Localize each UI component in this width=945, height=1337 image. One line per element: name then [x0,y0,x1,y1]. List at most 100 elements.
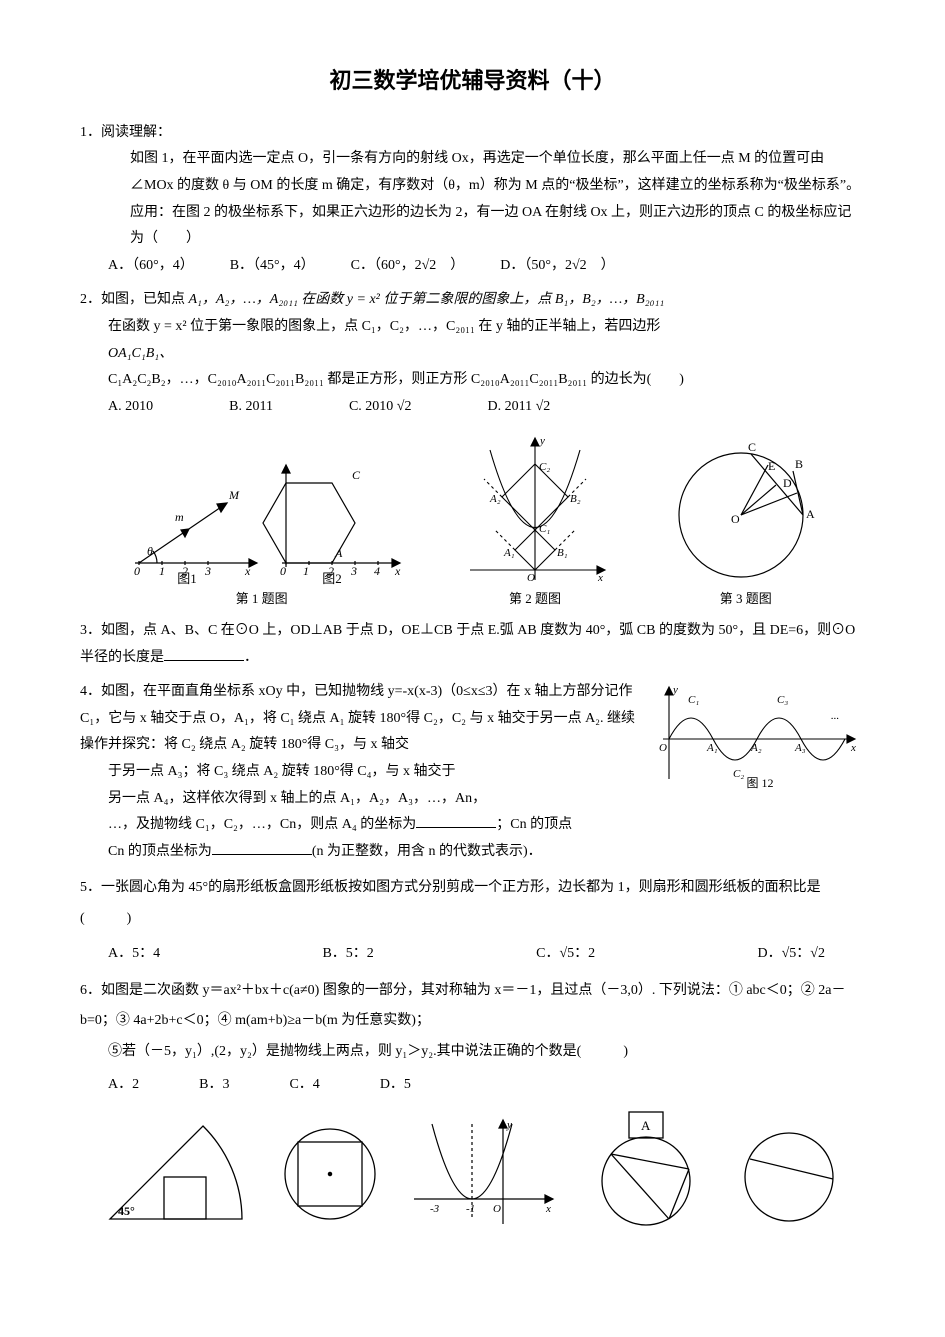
svg-text:B₁: B₁ [557,547,568,559]
q4-l2: 于另一点 A₃；将 C₃ 绕点 A₂ 旋转 180°得 C₄，与 x 轴交于 [80,759,647,786]
q6-opt-b: B．3 [199,1072,229,1099]
q4-blank1 [416,814,496,828]
svg-text:O: O [731,512,740,526]
q1-num: 1．阅读理解： [80,120,865,147]
svg-text:3: 3 [350,564,357,578]
q5-options: A．5：4 B．5：2 C．√5：2 D．√5：√2 [80,941,865,968]
fig2-caption: 第 2 题图 [460,587,610,612]
figure-4: y O x C₁ C₂ C₃ ... A₁ A₂ A₃ 图 12 [655,679,865,800]
svg-text:C₁: C₁ [688,694,699,706]
fig3-caption: 第 3 题图 [663,587,828,612]
fig1-svg: M m θ 0 1 2 3 x C A 0 1 2 3 4 x 图1 图2 [117,455,407,585]
figure-sector: 45° [102,1119,252,1229]
fig4-svg: y O x C₁ C₂ C₃ ... A₁ A₂ A₃ 图 12 [655,679,865,789]
q6-l1: 6．如图是二次函数 y＝ax²＋bx＋c(a≠0) 图象的一部分，其对称轴为 x… [80,976,865,1038]
svg-text:O: O [527,572,535,584]
svg-text:y: y [539,435,545,447]
q1-options: A．（60°，4） B．（45°，4） C．（60°，2√2 ） D．（50°，… [80,253,865,280]
q4-l5b: (n 为正整数，用含 n 的代数式表示)． [312,844,542,859]
svg-text:M: M [228,488,240,502]
question-3: 3．如图，点 A、B、C 在⊙O 上，OD⊥AB 于点 D，OE⊥CB 于点 E… [80,618,865,671]
svg-text:x: x [597,572,603,584]
question-4: 4．如图，在平面直角坐标系 xOy 中，已知抛物线 y=-x(x-3)（0≤x≤… [80,679,865,865]
fig2-svg: y A₁ B₁ A₂ B₂ C₁ C₂ O x [460,430,610,585]
svg-text:A₂: A₂ [489,493,501,505]
figure-parabola: y x O -1 -3 [408,1114,558,1229]
svg-text:m: m [175,510,184,524]
svg-text:A₁: A₁ [503,547,515,559]
svg-text:x: x [850,742,856,754]
svg-text:A: A [806,507,815,521]
figure-2: y A₁ B₁ A₂ B₂ C₁ C₂ O x 第 2 题图 [460,430,610,612]
svg-text:0: 0 [280,564,286,578]
svg-text:-1: -1 [466,1203,475,1215]
question-6: 6．如图是二次函数 y＝ax²＋bx＋c(a≠0) 图象的一部分，其对称轴为 x… [80,976,865,1099]
svg-text:图 12: 图 12 [746,776,773,789]
q4-blank2 [212,841,312,855]
figure-3: C B A O D E 第 3 题图 [663,435,828,612]
svg-text:A₃: A₃ [794,742,806,754]
svg-text:x: x [244,564,251,578]
figure-1: M m θ 0 1 2 3 x C A 0 1 2 3 4 x 图1 图2 [117,455,407,612]
svg-text:θ: θ [147,544,153,558]
svg-text:C: C [748,440,756,454]
figure-circle-square [275,1119,385,1229]
svg-text:C₃: C₃ [777,694,788,706]
svg-text:C₂: C₂ [539,461,550,473]
svg-text:3: 3 [204,564,211,578]
question-2: 2．如图，已知点 A₁，A₂，…，A₂₀₁₁ 在函数 y = x² 位于第二象限… [80,287,865,420]
q2-l1a: 2．如图，已知点 [80,292,189,307]
svg-text:y: y [672,684,678,696]
q2-options: A. 2010 B. 2011 C. 2010 √2 D. 2011 √2 [80,394,865,421]
q2-opt-d: D. 2011 √2 [487,394,550,421]
svg-text:A₂: A₂ [750,742,762,754]
q4-l5a: Cn 的顶点坐标为 [108,844,212,859]
svg-text:B: B [795,457,803,471]
q5-opt-a: A．5：4 [108,941,160,968]
svg-text:45°: 45° [118,1204,135,1218]
svg-text:A: A [334,546,343,560]
svg-text:O: O [493,1203,501,1215]
q4-l4: …，及抛物线 C₁，C₂，…，Cn，则点 A₄ 的坐标为；Cn 的顶点 [80,812,647,839]
q4-l1: 4．如图，在平面直角坐标系 xOy 中，已知抛物线 y=-x(x-3)（0≤x≤… [80,679,647,759]
q4-l5: Cn 的顶点坐标为 (n 为正整数，用含 n 的代数式表示)． [80,839,647,866]
q3-tail: ． [244,650,258,665]
svg-text:0: 0 [134,564,140,578]
figure-row-2: 45° y x O -1 [80,1109,865,1229]
q5-opt-d: D．√5：√2 [757,941,824,968]
q2-l1b: A₁，A₂，…，A₂₀₁₁ 在函数 y = x² 位于第二象限的图象上，点 B₁… [189,292,665,307]
svg-text:C: C [352,468,361,482]
q1-opt-c: C．（60°，2√2 ） [351,253,465,280]
svg-text:y: y [506,1119,512,1131]
q2-opt-c: C. 2010 √2 [349,394,412,421]
svg-text:1: 1 [159,564,165,578]
q2-opt-a: A. 2010 [108,394,153,421]
q1-opt-a: A．（60°，4） [108,253,194,280]
svg-text:...: ... [831,710,839,722]
q4-l3: 另一点 A₄，这样依次得到 x 轴上的点 A₁，A₂，A₃，…，An， [80,786,647,813]
svg-text:C₂: C₂ [733,768,744,780]
q2-l1: 2．如图，已知点 A₁，A₂，…，A₂₀₁₁ 在函数 y = x² 位于第二象限… [80,287,865,314]
question-5: 5．一张圆心角为 45°的扇形纸板盒圆形纸板按如图方式分别剪成一个正方形，边长都… [80,873,865,967]
question-1: 1．阅读理解： 如图 1，在平面内选一定点 O，引一条有方向的射线 Ox，再选定… [80,120,865,280]
q1-p2: 应用：在图 2 的极坐标系下，如果正六边形的边长为 2，有一边 OA 在射线 O… [80,200,865,253]
q5-opt-c: C．√5：2 [536,941,595,968]
q2-l4: C₁A₂C₂B₂，…，C₂₀₁₀A₂₀₁₁C₂₀₁₁B₂₀₁₁ 都是正方形，则正… [80,367,865,394]
q1-opt-b: B．（45°，4） [230,253,315,280]
svg-text:-3: -3 [430,1203,440,1215]
q2-l3: OA₁C₁B₁、 [80,341,865,368]
fig1-caption: 第 1 题图 [117,587,407,612]
q3-blank [164,647,244,661]
svg-text:A: A [641,1118,651,1133]
figure-row-1: M m θ 0 1 2 3 x C A 0 1 2 3 4 x 图1 图2 [80,430,865,612]
svg-text:图2: 图2 [322,571,342,585]
q6-opt-c: C．4 [289,1072,319,1099]
svg-text:D: D [783,476,792,490]
figure-circle-chord [734,1119,844,1229]
fig3-svg: C B A O D E [663,435,828,585]
figure-tangent-a: A [581,1109,711,1229]
svg-text:x: x [545,1203,551,1215]
svg-text:x: x [394,564,401,578]
q6-l2: ⑤若（－5，y₁）,(2，y₂）是抛物线上两点，则 y₁＞y₂.其中说法正确的个… [80,1037,865,1068]
svg-text:C₁: C₁ [539,523,550,535]
